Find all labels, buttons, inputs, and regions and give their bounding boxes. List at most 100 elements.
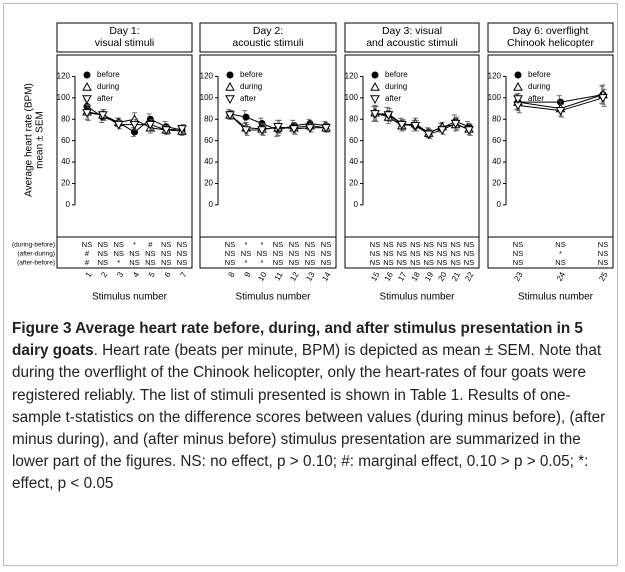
marker xyxy=(241,126,251,135)
marker xyxy=(464,126,474,135)
legend-marker xyxy=(370,95,380,105)
y-tick-label: 100 xyxy=(345,93,359,102)
stat-cell: NS xyxy=(145,258,155,267)
stat-cell: NS xyxy=(289,240,299,249)
stat-cell: NS xyxy=(383,240,393,249)
caption: Figure 3 Average heart rate before, duri… xyxy=(12,318,615,496)
legend-marker xyxy=(370,81,380,91)
stat-cell: * xyxy=(133,240,136,249)
y-tick-label: 60 xyxy=(61,136,70,145)
stat-cell: NS xyxy=(383,249,393,258)
marker xyxy=(321,124,331,133)
stat-cell: NS xyxy=(397,258,407,267)
stat-cell: NS xyxy=(410,240,420,249)
legend-marker xyxy=(513,81,523,91)
panel-title: acoustic stimuli xyxy=(232,37,303,49)
y-tick-label: 60 xyxy=(492,136,501,145)
marker xyxy=(225,111,235,120)
y-tick-label: 20 xyxy=(204,179,213,188)
panel-frame xyxy=(487,54,614,269)
stat-cell: NS xyxy=(273,240,283,249)
stat-cell: NS xyxy=(225,258,235,267)
panel-header xyxy=(56,22,193,53)
legend-label: before xyxy=(97,70,120,79)
stat-cell: * xyxy=(245,240,248,249)
stat-cell: NS xyxy=(289,249,299,258)
stat-cell: NS xyxy=(177,258,187,267)
y-tick-label: 100 xyxy=(57,93,71,102)
stat-cell: * xyxy=(261,240,264,249)
marker xyxy=(145,120,156,130)
stat-cell: NS xyxy=(98,240,108,249)
x-tick-label: 23 xyxy=(512,270,525,283)
stat-cell: # xyxy=(85,258,90,267)
stat-cell: NS xyxy=(370,249,380,258)
stat-cell: NS xyxy=(321,240,331,249)
y-tick-label: 0 xyxy=(497,200,502,209)
stat-cell: NS xyxy=(129,258,139,267)
stat-cell: NS xyxy=(113,240,123,249)
stat-cell: NS xyxy=(437,258,447,267)
stat-cell: NS xyxy=(513,240,523,249)
stat-cell: NS xyxy=(513,249,523,258)
marker xyxy=(450,119,461,129)
x-tick-label: 7 xyxy=(179,270,189,279)
y-axis-label: Average heart rate (BPM) xyxy=(24,83,35,197)
legend-label: during xyxy=(97,82,119,91)
stat-cell: * xyxy=(117,258,120,267)
stat-cell: NS xyxy=(273,258,283,267)
marker xyxy=(598,94,608,103)
panel-title: Chinook helicopter xyxy=(507,37,594,49)
x-tick-label: 20 xyxy=(436,270,449,283)
panel-frame xyxy=(56,54,193,269)
stat-cell: NS xyxy=(410,258,420,267)
marker xyxy=(129,120,140,130)
stat-cell: NS xyxy=(370,258,380,267)
y-tick-label: 0 xyxy=(66,200,71,209)
y-tick-label: 20 xyxy=(492,179,501,188)
x-tick-label: 12 xyxy=(288,270,301,283)
stat-cell: NS xyxy=(177,249,187,258)
stat-cell: NS xyxy=(161,249,171,258)
stat-cell: NS xyxy=(410,249,420,258)
marker xyxy=(383,111,394,120)
y-tick-label: 80 xyxy=(204,114,213,123)
x-tick-label: 18 xyxy=(410,270,423,283)
stat-cell: NS xyxy=(437,249,447,258)
stat-cell: NS xyxy=(305,240,315,249)
stat-cell: NS xyxy=(370,240,380,249)
panel-frame xyxy=(344,54,480,269)
marker xyxy=(242,113,250,121)
legend-marker xyxy=(225,95,235,105)
legend-label: after xyxy=(528,94,544,103)
stat-cell: NS xyxy=(424,258,434,267)
y-tick-label: 20 xyxy=(61,179,70,188)
legend-label: before xyxy=(385,70,408,79)
legend-marker xyxy=(225,81,235,91)
stat-cell: NS xyxy=(555,240,565,249)
x-tick-label: 13 xyxy=(304,270,317,283)
x-tick-label: 6 xyxy=(163,270,173,279)
figure-frame xyxy=(3,3,618,566)
legend-marker xyxy=(83,71,91,79)
stat-cell: NS xyxy=(464,240,474,249)
x-tick-label: 1 xyxy=(84,270,94,279)
legend-marker xyxy=(82,81,92,91)
marker xyxy=(289,125,299,134)
stat-cell: NS xyxy=(145,249,155,258)
marker xyxy=(370,110,380,119)
y-tick-label: 40 xyxy=(204,157,213,166)
stat-cell: NS xyxy=(397,249,407,258)
x-tick-label: 11 xyxy=(273,270,285,282)
panel-header xyxy=(344,22,480,53)
legend-label: after xyxy=(385,94,401,103)
x-tick-label: 4 xyxy=(131,270,141,279)
x-tick-label: 25 xyxy=(597,270,610,283)
panel-title: Day 3: visual xyxy=(382,25,442,37)
x-tick-label: 21 xyxy=(450,270,463,283)
legend-label: during xyxy=(528,82,550,91)
marker xyxy=(113,120,124,130)
stat-cell: NS xyxy=(464,258,474,267)
stat-cell: NS xyxy=(598,258,608,267)
